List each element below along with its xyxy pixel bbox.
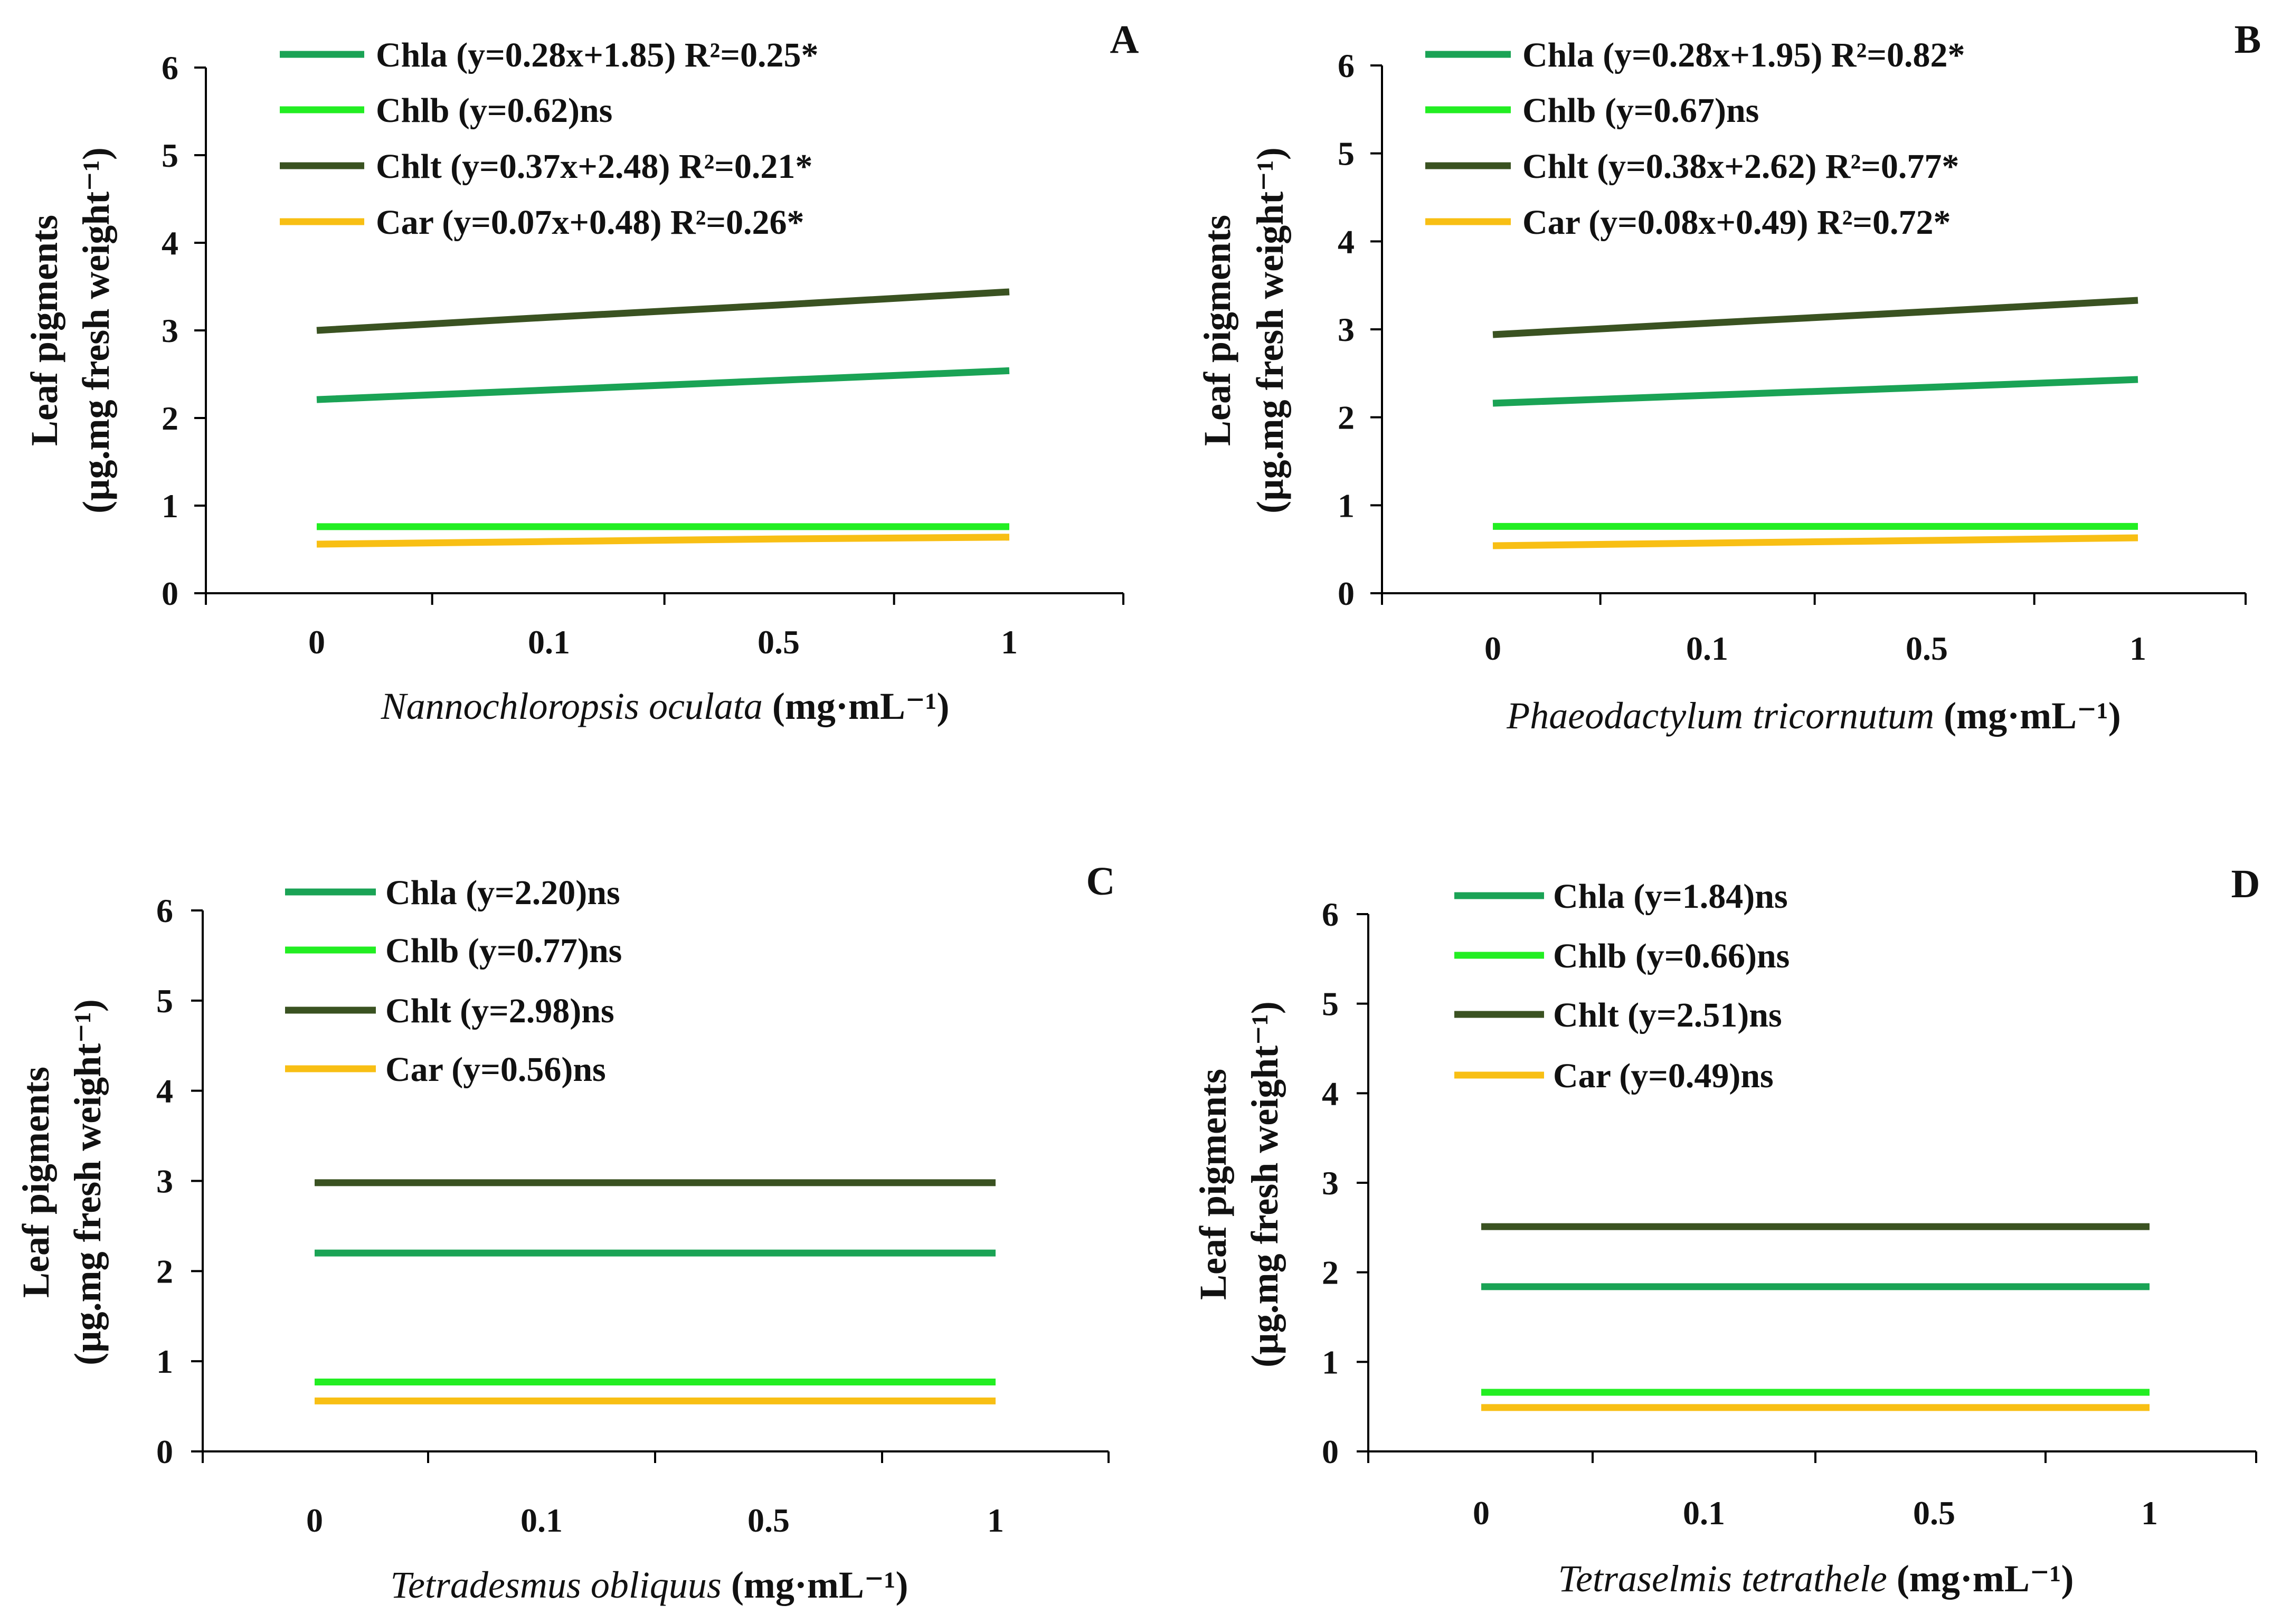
- series-line-car: [1492, 534, 2138, 549]
- panel-c: 0 1 2 3 4 5 6 0 0.1 0.5 1 Tetradesmus obliquus (mg·…: [15, 859, 1115, 1606]
- y-tick-label: 3: [156, 1163, 173, 1200]
- legend-label-chla: Chla (y=0.28x+1.95) R²=0.82*: [1522, 36, 1965, 74]
- y-axis-title-line1: Leaf pigments: [1192, 1069, 1234, 1300]
- legend-label-chlb: Chlb (y=0.67)ns: [1522, 91, 1759, 130]
- y-tick-label: 3: [162, 312, 178, 349]
- legend-label-chlt: Chlt (y=0.37x+2.48) R²=0.21*: [376, 147, 812, 186]
- y-tick-label: 4: [156, 1072, 173, 1110]
- x-tick-label: 0.5: [1906, 630, 1948, 667]
- legend-label-chlb: Chlb (y=0.77)ns: [385, 932, 622, 970]
- x-tick-label: 1: [987, 1502, 1004, 1539]
- y-axis-title-line1: Leaf pigments: [15, 1067, 57, 1298]
- x-tick-label: 1: [2141, 1494, 2158, 1532]
- y-tick-label: 0: [1322, 1433, 1339, 1470]
- x-tick-label: 0.5: [758, 623, 800, 661]
- legend-label-chlt: Chlt (y=2.98)ns: [385, 992, 614, 1030]
- y-tick-label: 3: [1338, 311, 1355, 348]
- legend-label-car: Car (y=0.56)ns: [385, 1050, 606, 1089]
- x-axis-title: Nannochloropsis oculata (mg·mL⁻¹): [381, 685, 950, 727]
- y-axis-title-line2: (µg.mg fresh weight⁻¹): [1244, 1001, 1286, 1367]
- x-tick-label: 0: [1484, 630, 1501, 667]
- legend-label-chlb: Chlb (y=0.62)ns: [376, 91, 612, 130]
- legend-label-chlt: Chlt (y=2.51)ns: [1553, 996, 1782, 1034]
- y-axis-title-line2: (µg.mg fresh weight⁻¹): [1249, 147, 1291, 514]
- y-axis-title-line2: (µg.mg fresh weight⁻¹): [75, 147, 117, 514]
- legend-label-chlb: Chlb (y=0.66)ns: [1553, 937, 1790, 975]
- y-tick-label: 4: [1338, 223, 1355, 260]
- y-tick-label: 0: [156, 1433, 173, 1470]
- series-line-chlt: [316, 288, 1010, 334]
- y-tick-label: 4: [1322, 1075, 1339, 1112]
- y-tick-label: 1: [1322, 1343, 1339, 1381]
- x-tick-label: 0.1: [520, 1502, 563, 1539]
- y-tick-label: 0: [162, 575, 178, 612]
- y-tick-label: 0: [1338, 575, 1355, 612]
- panel-letter: D: [2231, 862, 2260, 906]
- y-tick-label: 5: [162, 137, 178, 174]
- x-tick-label: 0.1: [528, 623, 570, 661]
- y-axis-title-line1: Leaf pigments: [1196, 215, 1238, 446]
- y-tick-label: 5: [1322, 985, 1339, 1023]
- legend-label-car: Car (y=0.08x+0.49) R²=0.72*: [1522, 203, 1951, 242]
- x-tick-label: 1: [1001, 623, 1018, 661]
- y-tick-label: 1: [156, 1343, 173, 1380]
- series-line-chla: [1492, 376, 2138, 407]
- y-tick-label: 2: [156, 1252, 173, 1290]
- legend-label-car: Car (y=0.49)ns: [1553, 1057, 1774, 1095]
- legend-label-car: Car (y=0.07x+0.48) R²=0.26*: [376, 203, 804, 242]
- y-tick-label: 6: [162, 49, 178, 87]
- y-tick-label: 5: [1338, 135, 1355, 173]
- y-tick-label: 1: [162, 487, 178, 525]
- y-tick-label: 6: [1338, 47, 1355, 84]
- x-tick-label: 0: [1473, 1494, 1490, 1532]
- y-tick-label: 2: [1338, 399, 1355, 436]
- y-axis-title-line2: (µg.mg fresh weight⁻¹): [67, 999, 109, 1365]
- legend-label-chla: Chla (y=0.28x+1.85) R²=0.25*: [376, 36, 818, 74]
- y-tick-label: 1: [1338, 487, 1355, 524]
- y-axis-title-line1: Leaf pigments: [23, 215, 65, 446]
- panel-letter: C: [1086, 859, 1115, 904]
- y-tick-label: 6: [1322, 896, 1339, 933]
- x-axis-title: Tetradesmus obliquus (mg·mL⁻¹): [391, 1564, 908, 1606]
- y-tick-label: 4: [162, 224, 178, 262]
- y-tick-label: 2: [162, 400, 178, 437]
- panel-a: 0 1 2 3 4 5 6 0 0.1 0.5 1 Nannochloropsis oculata (…: [23, 17, 1139, 727]
- x-tick-label: 0: [308, 623, 325, 661]
- legend-label-chla: Chla (y=1.84)ns: [1553, 877, 1788, 916]
- series-line-car: [316, 534, 1010, 548]
- x-tick-label: 0.1: [1686, 630, 1728, 667]
- y-tick-label: 3: [1322, 1164, 1339, 1202]
- panel-letter: A: [1110, 17, 1139, 62]
- x-tick-label: 0.1: [1683, 1494, 1725, 1532]
- legend-label-chla: Chla (y=2.20)ns: [385, 873, 620, 912]
- x-axis-title: Phaeodactylum tricornutum (mg·mL⁻¹): [1506, 695, 2120, 737]
- legend-label-chlt: Chlt (y=0.38x+2.62) R²=0.77*: [1522, 147, 1959, 186]
- panel-letter: B: [2235, 17, 2261, 62]
- x-axis-title: Tetraselmis tetrathele (mg·mL⁻¹): [1558, 1557, 2074, 1600]
- x-tick-label: 0.5: [1913, 1494, 1955, 1532]
- y-tick-label: 6: [156, 892, 173, 929]
- panel-d: 0 1 2 3 4 5 6 0 0.1 0.5 1 Tetraselmis tetrathele (m…: [1192, 862, 2260, 1600]
- series-line-chla: [316, 367, 1010, 403]
- x-tick-label: 1: [2129, 630, 2146, 667]
- x-tick-label: 0: [306, 1502, 323, 1539]
- y-tick-label: 5: [156, 982, 173, 1020]
- series-line-chlt: [1492, 297, 2138, 338]
- y-tick-label: 2: [1322, 1254, 1339, 1291]
- x-tick-label: 0.5: [747, 1502, 790, 1539]
